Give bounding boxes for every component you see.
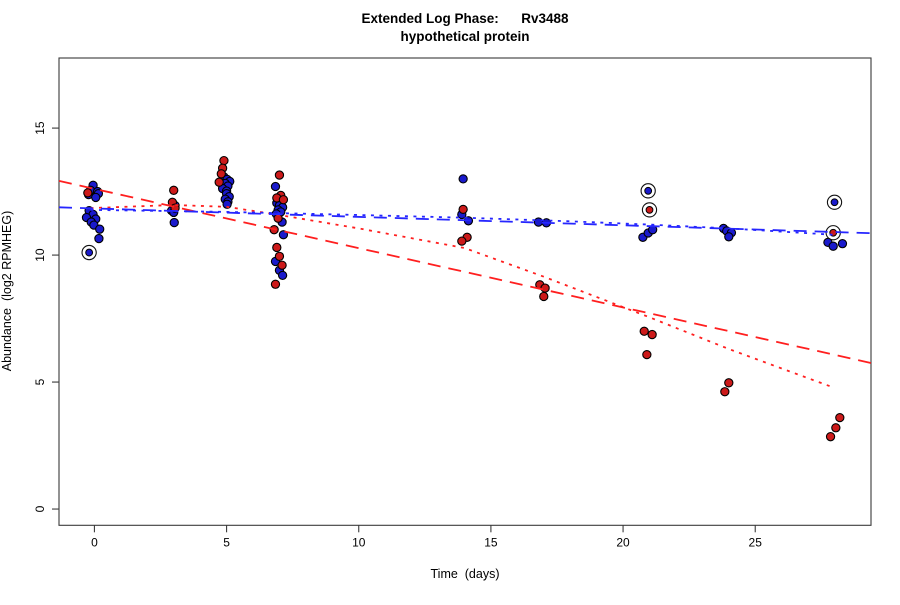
blue-replicates-point bbox=[533, 217, 544, 227]
blue-replicates-point bbox=[270, 181, 281, 192]
red-replicates-point bbox=[169, 185, 179, 195]
red-replicates-point bbox=[539, 291, 549, 302]
blue-replicates-point bbox=[724, 232, 734, 242]
red-replicates-point bbox=[278, 195, 289, 205]
flagged-blue-group bbox=[81, 183, 843, 261]
blue-replicates-point bbox=[95, 224, 105, 234]
red-replicates-point bbox=[274, 170, 285, 180]
red-replicates-point bbox=[277, 260, 287, 270]
red-replicates-point bbox=[831, 423, 841, 433]
red-replicates-point bbox=[270, 279, 281, 289]
x-tick-label: 25 bbox=[749, 535, 763, 549]
plot-border bbox=[58, 57, 872, 526]
y-axis-ticks: 0 5 10 15 bbox=[33, 121, 59, 512]
red-replicates-point bbox=[825, 432, 836, 442]
red-replicates-point bbox=[458, 204, 468, 215]
blue-replicates-point bbox=[837, 239, 848, 249]
red-replicates-point bbox=[274, 251, 285, 261]
red-replicates-group bbox=[83, 155, 845, 442]
y-tick-label: 5 bbox=[33, 378, 47, 385]
blue-curve-fit-line bbox=[90, 209, 835, 236]
red-replicates-point bbox=[720, 387, 730, 397]
red-replicates-point bbox=[457, 236, 467, 246]
flagged-blue-outlier-ring bbox=[640, 183, 656, 199]
x-axis-ticks: 0 5 10 15 20 25 bbox=[91, 525, 762, 549]
flagged-red-group bbox=[641, 202, 841, 241]
x-tick-label: 5 bbox=[223, 535, 230, 549]
red-replicates-point bbox=[724, 378, 734, 388]
blue-replicates-point bbox=[91, 192, 101, 203]
x-tick-label: 15 bbox=[484, 535, 498, 549]
fit-lines-layer bbox=[58, 180, 872, 389]
y-axis-label: Abundance (log2 RPMHEG) bbox=[0, 211, 14, 372]
red-replicates-point bbox=[642, 349, 652, 360]
y-tick-label: 10 bbox=[33, 248, 47, 262]
blue-replicates-point bbox=[278, 230, 289, 240]
y-tick-label: 15 bbox=[33, 121, 47, 135]
flagged-blue-outlier-ring bbox=[826, 194, 843, 210]
x-tick-label: 20 bbox=[616, 535, 630, 549]
red-replicates-point bbox=[639, 326, 649, 336]
chart-title-line1: Extended Log Phase: Rv3488 bbox=[361, 11, 569, 26]
red-replicates-point bbox=[647, 329, 657, 340]
blue-replicates-point bbox=[169, 217, 179, 228]
x-axis-label: Time (days) bbox=[431, 567, 500, 581]
red-replicates-point bbox=[216, 169, 226, 179]
flagged-red-outlier-ring bbox=[641, 202, 658, 218]
blue-replicates-point bbox=[277, 270, 288, 281]
data-points-layer bbox=[81, 155, 848, 442]
blue-replicates-group bbox=[81, 172, 848, 281]
flagged-blue-outlier-ring bbox=[81, 244, 97, 261]
blue-replicates-point bbox=[458, 174, 468, 184]
red-replicates-point bbox=[83, 188, 93, 198]
chart-title-line2: hypothetical protein bbox=[400, 29, 529, 44]
y-tick-label: 0 bbox=[33, 505, 47, 512]
blue-replicates-point bbox=[94, 233, 104, 244]
flagged-red-point bbox=[645, 205, 654, 214]
red-replicates-point bbox=[540, 283, 550, 293]
flagged-blue-point bbox=[830, 198, 839, 207]
flagged-blue-point bbox=[85, 248, 94, 257]
red-replicates-point bbox=[835, 412, 845, 423]
red-replicates-point bbox=[214, 177, 224, 187]
flagged-blue-point bbox=[644, 186, 653, 195]
red-replicates-point bbox=[219, 155, 229, 166]
x-tick-label: 0 bbox=[91, 535, 98, 549]
red-curve-fit-line bbox=[90, 204, 835, 389]
red-replicates-point bbox=[272, 242, 282, 253]
x-tick-label: 10 bbox=[352, 535, 366, 549]
blue-replicates-point bbox=[828, 241, 838, 251]
